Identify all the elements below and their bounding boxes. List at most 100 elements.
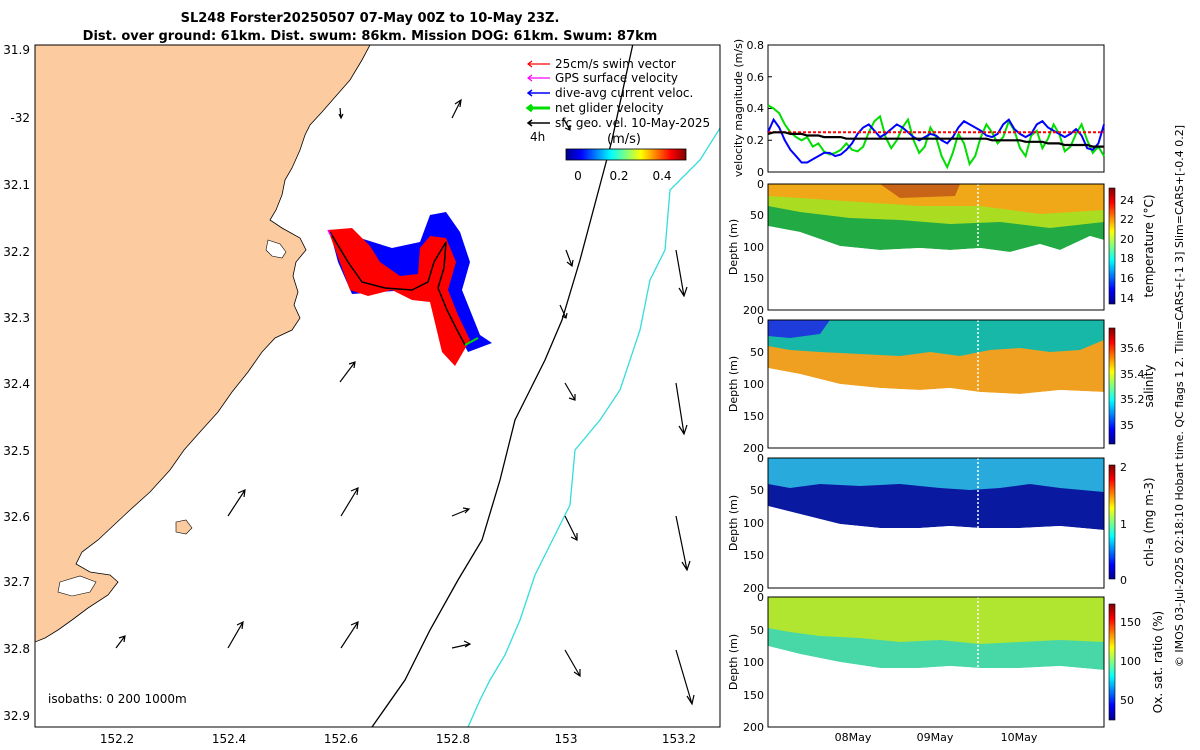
isobath-200m: [371, 45, 634, 727]
legend-label: 25cm/s swim vector: [555, 57, 676, 71]
legend-arrow: [526, 89, 550, 97]
geo-arrow: [564, 382, 576, 401]
depth-tick: 50: [750, 484, 764, 497]
geo-arrow: [338, 107, 344, 120]
velocity-y-label: velocity magnitude (m/s): [732, 39, 745, 177]
colorbar-tick: 0: [574, 169, 582, 183]
lon-tick: 152.8: [436, 732, 470, 746]
oxygen-section-surface: [768, 597, 1104, 644]
colorbar-tick: 18: [1120, 252, 1134, 265]
velocity-y-ticks: 0.8 0.6 0.4 0.2 0: [747, 39, 765, 179]
colorbar-tick: 100: [1120, 655, 1141, 668]
colorbar-tick: 24: [1120, 194, 1134, 207]
salinity-surface-patch: [768, 320, 830, 338]
geo-arrow: [340, 621, 359, 649]
coastal-inlet: [265, 239, 287, 259]
colorbar-tick: 0.2: [609, 169, 628, 183]
temperature-colorbar-label: temperature (°C): [1142, 195, 1156, 298]
depth-tick: 200: [743, 582, 764, 595]
colorbar-unit: (m/s): [607, 132, 641, 147]
map-lon-ticks: 152.2 152.4 152.6 152.8 153 153.2: [100, 732, 696, 746]
velocity-series-dive-avg-current-veloc-: [767, 117, 1105, 164]
lat-tick: 32.9: [3, 709, 30, 723]
legend-net-glider: net glider velocity: [525, 101, 663, 115]
legend-swim-vector: 25cm/s swim vector: [527, 57, 676, 71]
geo-arrow: [340, 487, 359, 517]
depth-tick: 100: [743, 378, 764, 391]
title-line-2: Dist. over ground: 61km. Dist. swum: 86k…: [82, 29, 658, 44]
geo-arrow: [675, 249, 688, 298]
date-tick: 08May: [835, 731, 872, 744]
oxygen-data-bottom: [768, 646, 1104, 727]
title-line-1: SL248 Forster20250507 07-May 00Z to 10-M…: [180, 11, 560, 26]
chla-axes-frame: [767, 457, 1105, 589]
geo-arrow: [451, 98, 462, 119]
imos-footnote: © IMOS 03-Jul-2025 02:18:10 Hobart time.…: [1173, 125, 1186, 667]
colorbar-tick: 35.2: [1120, 393, 1145, 406]
velocity-series-net-glider-velocity: [767, 104, 1105, 170]
legend-label: sfc geo. vel. 10-May-2025: [555, 116, 710, 130]
salinity-colorbar-label: salinity: [1142, 364, 1156, 407]
depth-tick: 100: [743, 656, 764, 669]
lat-tick: 32.7: [3, 575, 30, 589]
oxygen-axes-frame: [767, 596, 1105, 728]
map-lat-ticks: 31.9 -32 32.1 32.2 32.3 32.4 32.5 32.6 3…: [3, 43, 30, 723]
temperature-y-ticks: 0 50 100 150 200: [743, 178, 764, 317]
map-panel: 152.2 152.4 152.6 152.8 153 153.2 31.9 -…: [3, 43, 721, 746]
coastal-lake: [57, 575, 97, 597]
chla-colorbar-ticks: 2 1 0: [1120, 461, 1127, 587]
velocity-y-tick: 0.2: [747, 134, 765, 147]
temperature-section-upper: [768, 184, 1104, 214]
salinity-axes-frame: [767, 319, 1105, 449]
legend-sfc-geo: sfc geo. vel. 10-May-2025: [526, 116, 710, 130]
lat-tick: -32: [10, 111, 30, 125]
oxygen-colorbar-label: Ox. sat. ratio (%): [1151, 611, 1165, 713]
colorbar-tick: 35.4: [1120, 368, 1145, 381]
geo-arrow: [564, 649, 581, 678]
coastline-land: [35, 45, 371, 643]
velocity-panel: 0.8 0.6 0.4 0.2 0 velocity magnitude (m/…: [732, 39, 1105, 179]
depth-tick: 200: [743, 721, 764, 734]
depth-tick: 50: [750, 346, 764, 359]
oxygen-panel: 0 50 100 150 200 Depth (m) 150 100 50 Ox…: [727, 591, 1165, 744]
isobath-1000m: [467, 126, 720, 727]
legend-arrow: [526, 119, 550, 127]
temperature-colorbar-ticks: 24 22 20 18 16 14: [1120, 194, 1134, 305]
colorbar-tick: 14: [1120, 292, 1134, 305]
colorbar-tick: 150: [1120, 616, 1141, 629]
legend-arrow: [525, 103, 550, 113]
depth-tick: 0: [757, 314, 764, 327]
lat-tick: 32.2: [3, 245, 30, 259]
depth-tick: 100: [743, 517, 764, 530]
net-glider-velocity-segment: [464, 337, 479, 346]
lon-tick: 153.2: [662, 732, 696, 746]
colorbar-tick: 35.6: [1120, 342, 1145, 355]
legend-label: GPS surface velocity: [555, 71, 678, 85]
chla-colorbar: [1108, 464, 1116, 580]
depth-tick: 150: [743, 549, 764, 562]
depth-tick: 150: [743, 689, 764, 702]
lat-tick: 32.5: [3, 444, 30, 458]
chla-section-surface: [768, 458, 1104, 492]
depth-tick: 150: [743, 410, 764, 423]
geo-arrow: [675, 382, 688, 436]
date-tick: 09May: [917, 731, 954, 744]
legend-interval-label: 4h: [530, 130, 545, 144]
oxygen-y-ticks: 0 50 100 150 200: [743, 591, 764, 734]
depth-label: Depth (m): [727, 356, 740, 412]
isobaths-label: isobaths: 0 200 1000m: [48, 692, 187, 706]
temperature-panel: 0 50 100 150 200 Depth (m) 24 22 20 18 1…: [727, 178, 1156, 317]
depth-label: Depth (m): [727, 495, 740, 551]
date-tick: 10May: [1001, 731, 1038, 744]
colorbar-tick: 50: [1120, 694, 1134, 707]
lon-tick: 152.2: [100, 732, 134, 746]
time-x-ticks: 08May 09May 10May: [835, 731, 1038, 744]
figure-title: SL248 Forster20250507 07-May 00Z to 10-M…: [60, 10, 680, 46]
velocity-y-tick: 0.4: [747, 102, 765, 115]
geo-arrow: [227, 620, 244, 649]
lat-tick: 32.8: [3, 642, 30, 656]
depth-label: Depth (m): [727, 219, 740, 275]
depth-tick: 0: [757, 178, 764, 191]
colorbar-tick: 16: [1120, 272, 1134, 285]
velocity-axes-frame: [767, 44, 1105, 173]
